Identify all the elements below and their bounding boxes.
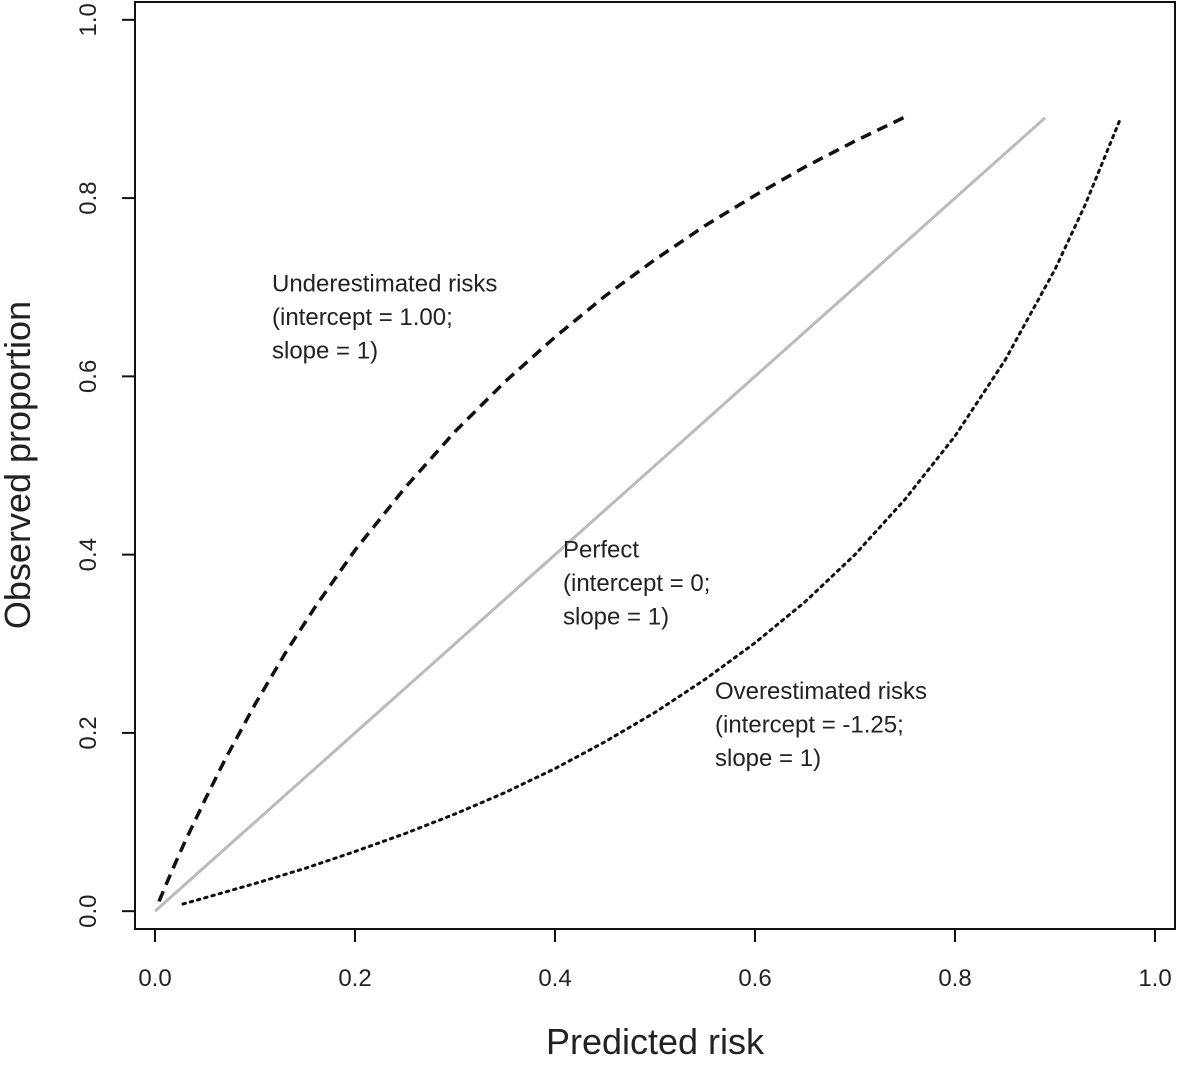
series-line-overestimated — [181, 118, 1122, 906]
annotation-line: Underestimated risks — [272, 271, 497, 298]
annotation-line: (intercept = 1.00; — [272, 304, 453, 331]
y-tick-label: 0.6 — [75, 360, 102, 393]
y-tick-label: 1.0 — [75, 3, 102, 36]
annotation-line: (intercept = -1.25; — [715, 712, 904, 739]
x-tick-label: 0.8 — [938, 965, 971, 992]
y-axis: 0.0 0.2 0.4 0.6 0.8 1.0 — [75, 3, 136, 928]
series-line-underestimated — [157, 115, 906, 903]
annotation-perfect: Perfect (intercept = 0; slope = 1) — [563, 536, 710, 630]
x-axis: 0.0 0.2 0.4 0.6 0.8 1.0 — [138, 928, 1172, 992]
x-tick-label: 0.0 — [138, 965, 171, 992]
annotation-under: Underestimated risks (intercept = 1.00; sl… — [272, 271, 497, 365]
annotation-line: slope = 1) — [563, 603, 669, 630]
annotation-line: slope = 1) — [715, 745, 821, 772]
y-tick-label: 0.0 — [75, 894, 102, 927]
x-tick-label: 1.0 — [1138, 965, 1171, 992]
annotation-line: Overestimated risks — [715, 678, 927, 705]
x-axis-title: Predicted risk — [546, 1021, 765, 1062]
annotation-line: Perfect — [563, 536, 639, 563]
series-layer — [154, 115, 1122, 913]
x-tick-label: 0.4 — [538, 965, 571, 992]
annotation-line: slope = 1) — [272, 338, 378, 365]
x-tick-label: 0.6 — [738, 965, 771, 992]
series-line-perfect — [154, 116, 1046, 913]
y-tick-label: 0.4 — [75, 538, 102, 571]
x-tick-label: 0.2 — [338, 965, 371, 992]
annotation-layer: Underestimated risks (intercept = 1.00; sl… — [272, 271, 927, 772]
y-tick-label: 0.2 — [75, 716, 102, 749]
y-axis-title: Observed proportion — [0, 301, 38, 629]
annotation-line: (intercept = 0; — [563, 570, 710, 597]
y-tick-label: 0.8 — [75, 181, 102, 214]
annotation-over: Overestimated risks (intercept = -1.25; sl… — [715, 678, 927, 772]
